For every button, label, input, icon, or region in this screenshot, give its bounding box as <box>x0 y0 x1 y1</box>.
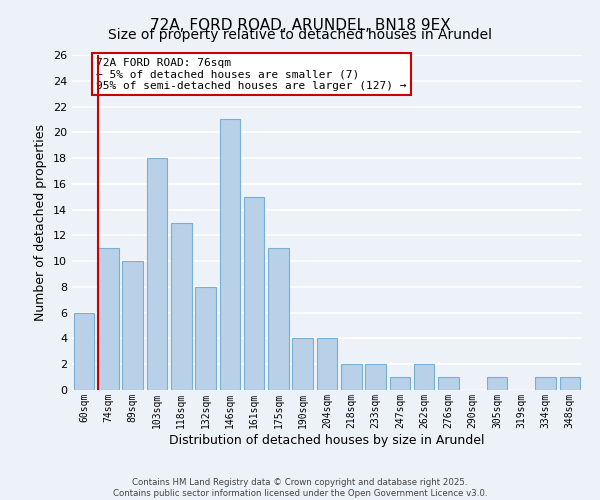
Bar <box>268 248 289 390</box>
Bar <box>220 120 240 390</box>
Bar <box>487 377 508 390</box>
Text: 72A, FORD ROAD, ARUNDEL, BN18 9EX: 72A, FORD ROAD, ARUNDEL, BN18 9EX <box>149 18 451 32</box>
Bar <box>195 287 216 390</box>
Bar <box>292 338 313 390</box>
Text: Size of property relative to detached houses in Arundel: Size of property relative to detached ho… <box>108 28 492 42</box>
Text: Contains HM Land Registry data © Crown copyright and database right 2025.
Contai: Contains HM Land Registry data © Crown c… <box>113 478 487 498</box>
Bar <box>244 196 265 390</box>
X-axis label: Distribution of detached houses by size in Arundel: Distribution of detached houses by size … <box>169 434 485 446</box>
Text: 72A FORD ROAD: 76sqm
← 5% of detached houses are smaller (7)
95% of semi-detache: 72A FORD ROAD: 76sqm ← 5% of detached ho… <box>96 58 407 91</box>
Bar <box>389 377 410 390</box>
Bar <box>74 312 94 390</box>
Bar <box>171 222 191 390</box>
Bar <box>535 377 556 390</box>
Bar <box>122 261 143 390</box>
Bar <box>146 158 167 390</box>
Bar <box>365 364 386 390</box>
Bar <box>414 364 434 390</box>
Bar <box>98 248 119 390</box>
Bar <box>560 377 580 390</box>
Y-axis label: Number of detached properties: Number of detached properties <box>34 124 47 321</box>
Bar <box>341 364 362 390</box>
Bar <box>438 377 459 390</box>
Bar <box>317 338 337 390</box>
